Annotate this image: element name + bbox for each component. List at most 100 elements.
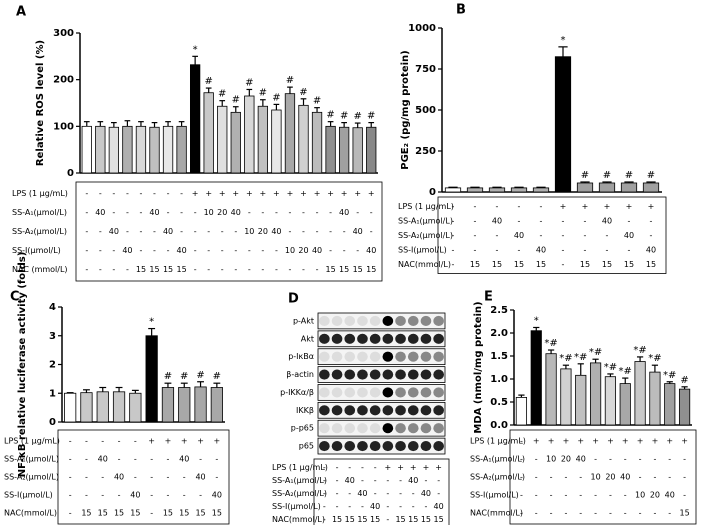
treatment-label: NAC(mmol/L)	[398, 260, 451, 269]
blot-band	[433, 387, 444, 398]
blot-band	[395, 405, 406, 416]
treatment-cell: -	[118, 455, 121, 464]
bar	[466, 187, 484, 193]
treatment-label: NAC (mmol/L)	[12, 265, 68, 274]
treatment-cell: -	[496, 245, 499, 254]
treatment-cell: -	[584, 231, 587, 240]
treatment-cell: -	[275, 265, 278, 274]
blot-band	[407, 405, 419, 416]
blot-label: Akt	[301, 334, 314, 343]
treatment-cell: -	[609, 509, 612, 518]
treatment-cell: 15	[421, 515, 431, 524]
significance-mark: #	[367, 111, 375, 122]
treatment-cell: -	[85, 437, 88, 446]
treatment-cell: -	[167, 208, 170, 217]
treatment-cell: -	[289, 227, 292, 236]
treatment-label: LPS (1 μg/mL)	[12, 189, 68, 198]
treatment-cell: -	[348, 489, 351, 498]
blot-band	[395, 369, 406, 380]
treatment-label: SS-I(μmol/L)	[272, 502, 321, 511]
y-tick-label: 0	[67, 168, 74, 179]
blot-label: p65	[299, 442, 314, 451]
treatment-cell: -	[140, 227, 143, 236]
treatment-cell: -	[118, 437, 121, 446]
treatment-cell: -	[579, 491, 582, 500]
treatment-cell: 20	[258, 227, 268, 236]
treatment-cell: -	[474, 231, 477, 240]
y-tick-label: 1.5	[490, 351, 508, 362]
treatment-cell: 40	[339, 208, 349, 217]
blot-band	[420, 315, 432, 326]
treatment-cell: -	[343, 246, 346, 255]
treatment-cell: 10	[285, 246, 295, 255]
treatment-cell: -	[180, 208, 183, 217]
treatment-cell: 40	[602, 216, 612, 225]
treatment-cell: -	[180, 189, 183, 198]
treatment-cell: 20	[561, 455, 571, 464]
treatment-cell: -	[126, 189, 129, 198]
treatment-cell: -	[180, 227, 183, 236]
treatment-cell: -	[520, 437, 523, 446]
treatment-cell: -	[425, 476, 428, 485]
treatment-cell: 40	[176, 246, 186, 255]
y-tick-label: 3	[49, 331, 56, 342]
treatment-cell: -	[69, 491, 72, 500]
significance-mark: *	[534, 315, 539, 326]
blot-band	[382, 387, 394, 398]
blot-band	[369, 387, 381, 398]
treatment-cell: 15	[179, 509, 189, 518]
treatment-cell: 40	[370, 502, 380, 511]
treatment-cell: -	[207, 227, 210, 236]
treatment-cell: -	[167, 189, 170, 198]
treatment-cell: 15	[149, 265, 159, 274]
blot-band	[344, 405, 356, 416]
treatment-cell: -	[316, 208, 319, 217]
treatment-cell: -	[336, 489, 339, 498]
treatment-cell: -	[425, 502, 428, 511]
treatment-cell: -	[275, 208, 278, 217]
treatment-cell: -	[215, 455, 218, 464]
treatment-cell: -	[474, 216, 477, 225]
bar	[271, 109, 282, 174]
treatment-cell: +	[197, 437, 204, 446]
treatment-cell: 15	[136, 265, 146, 274]
blot-band	[357, 441, 368, 452]
blot-label: p-p65	[291, 424, 314, 433]
treatment-cell: 40	[366, 246, 376, 255]
blot-band	[369, 423, 381, 434]
treatment-cell: -	[535, 473, 538, 482]
treatment-cell: -	[112, 265, 115, 274]
y-tick-label: 200	[53, 75, 74, 86]
treatment-cell: -	[234, 227, 237, 236]
treatment-cell: -	[167, 246, 170, 255]
y-axis-label: PGE₂ (pg/mg protein)	[400, 50, 411, 169]
bar	[678, 388, 691, 426]
bar	[530, 330, 542, 426]
bar	[649, 371, 661, 426]
blot-band	[395, 441, 406, 452]
treatment-label: SS-A₁(μmol/L)	[4, 455, 59, 464]
significance-mark: #	[232, 95, 240, 106]
treatment-cell: -	[101, 491, 104, 500]
blot-band	[331, 405, 343, 416]
treatment-cell: -	[316, 227, 319, 236]
bar	[112, 391, 126, 423]
treatment-cell: -	[624, 509, 627, 518]
treatment-cell: +	[637, 437, 644, 446]
significance-mark: *	[561, 35, 566, 46]
treatment-cell: +	[626, 202, 633, 211]
blot-band	[344, 333, 356, 344]
treatment-cell: -	[496, 202, 499, 211]
treatment-cell: -	[639, 509, 642, 518]
blot-band	[357, 333, 368, 344]
blot-band	[357, 315, 368, 326]
treatment-cell: -	[520, 491, 523, 500]
panel-letter: C	[10, 290, 20, 305]
treatment-cell: -	[167, 455, 170, 464]
treatment-cell: -	[564, 491, 567, 500]
treatment-cell: +	[300, 189, 307, 198]
blot-band	[319, 315, 330, 326]
blot-label: β-actin	[286, 370, 314, 379]
treatment-cell: -	[550, 509, 553, 518]
treatment-cell: -	[221, 246, 224, 255]
